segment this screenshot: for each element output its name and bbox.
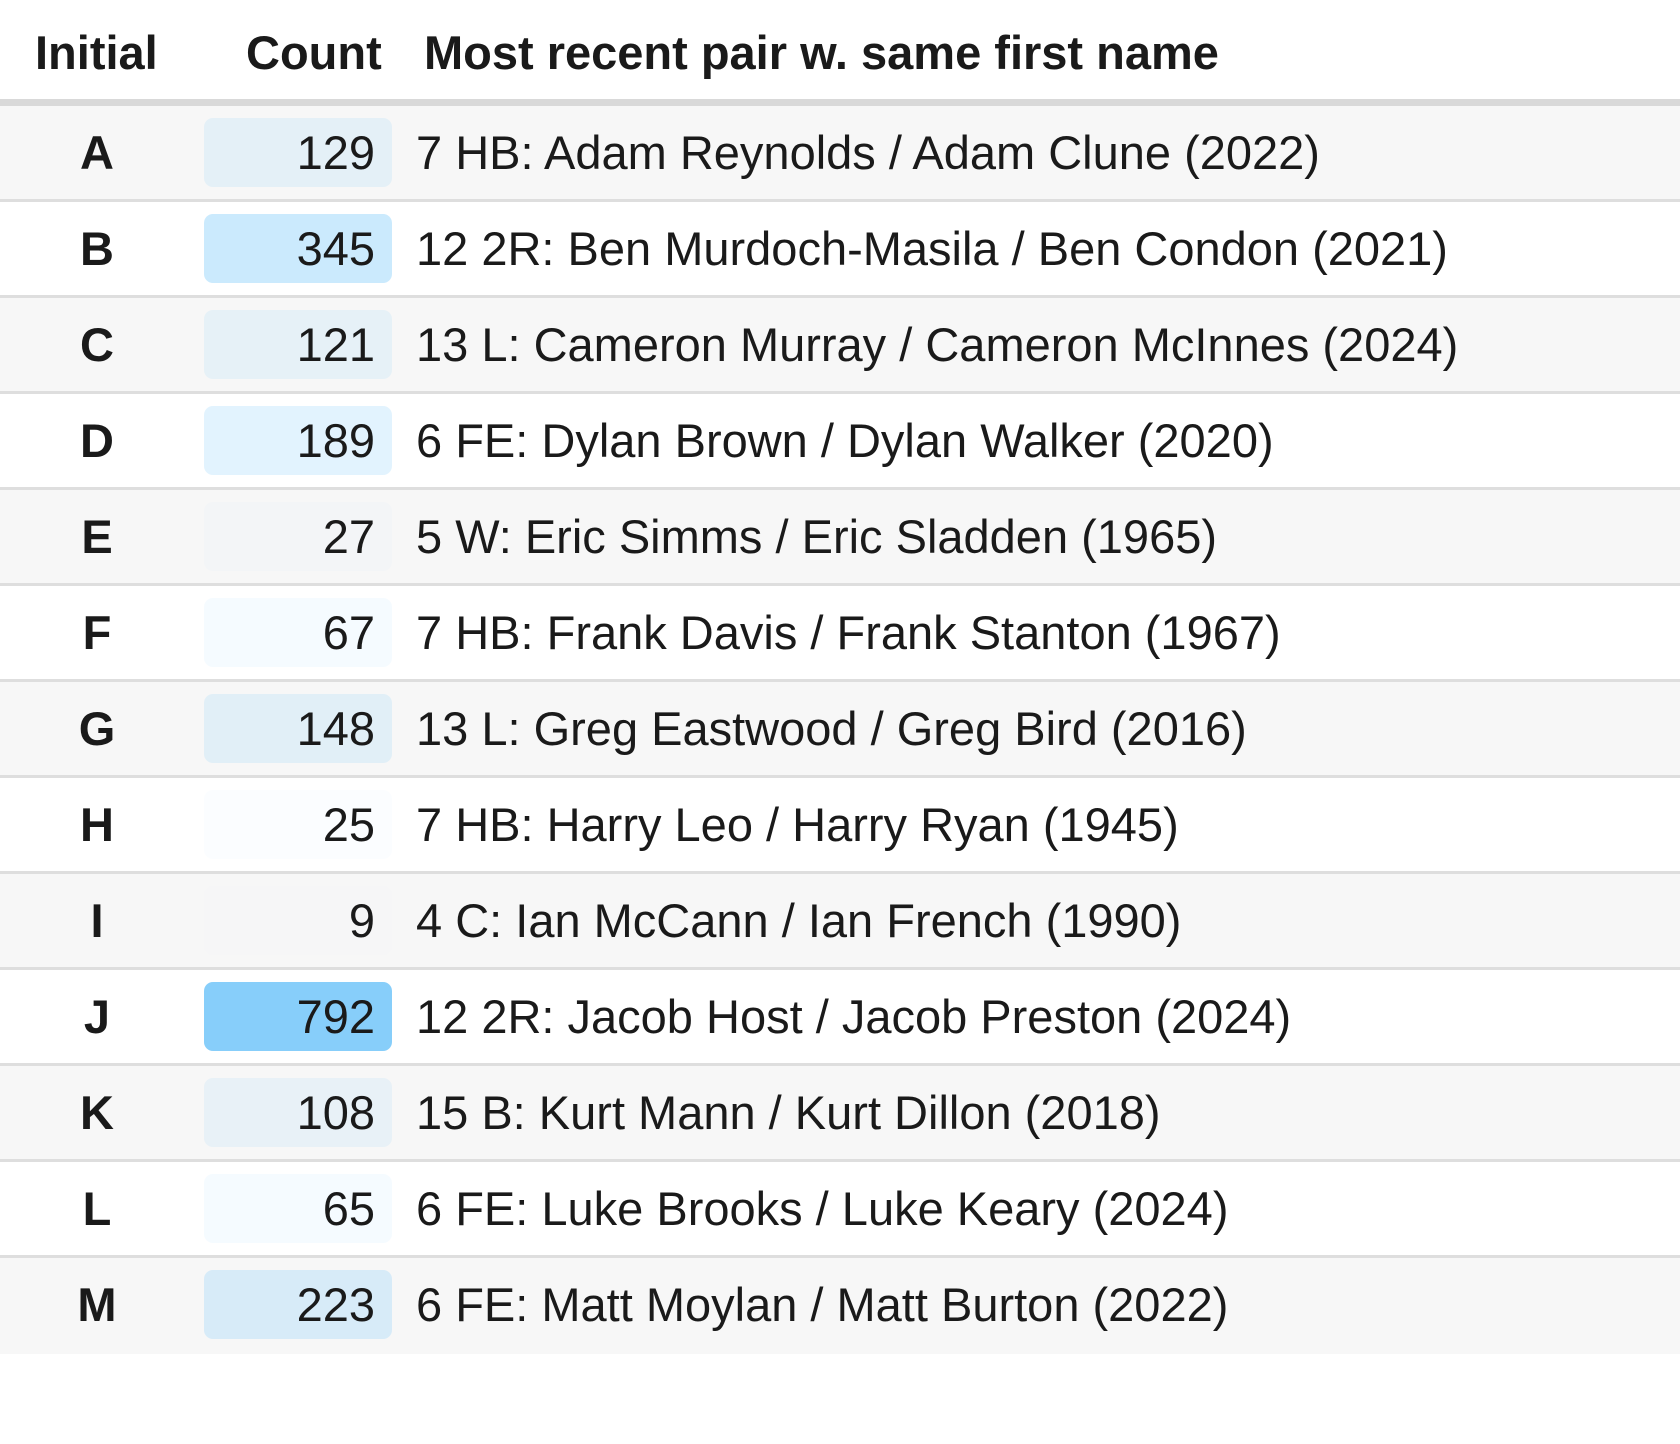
count-cell: 148 (204, 694, 392, 763)
table-row: G 148 13 L: Greg Eastwood / Greg Bird (201… (0, 682, 1680, 778)
count-cell: 345 (204, 214, 392, 283)
header-count[interactable]: Count (246, 26, 382, 79)
pair-cell: 15 B: Kurt Mann / Kurt Dillon (2018) (416, 1086, 1161, 1139)
initial-cell: I (90, 894, 104, 947)
count-cell: 223 (204, 1270, 392, 1339)
pair-cell: 7 HB: Harry Leo / Harry Ryan (1945) (416, 798, 1179, 851)
pair-cell: 5 W: Eric Simms / Eric Sladden (1965) (416, 510, 1217, 563)
pair-cell: 6 FE: Luke Brooks / Luke Keary (2024) (416, 1182, 1229, 1235)
initial-cell: F (82, 606, 112, 659)
table-row: F 67 7 HB: Frank Davis / Frank Stanton (19… (0, 586, 1680, 682)
count-cell: 108 (204, 1078, 392, 1147)
table-row: B 345 12 2R: Ben Murdoch-Masila / Ben Cond… (0, 202, 1680, 298)
pair-cell: 13 L: Greg Eastwood / Greg Bird (2016) (416, 702, 1247, 755)
count-cell: 65 (204, 1174, 392, 1243)
initial-cell: B (80, 222, 114, 275)
count-cell: 792 (204, 982, 392, 1051)
pair-cell: 13 L: Cameron Murray / Cameron McInnes (… (416, 318, 1459, 371)
table-row: C 121 13 L: Cameron Murray / Cameron McInn… (0, 298, 1680, 394)
pair-cell: 4 C: Ian McCann / Ian French (1990) (416, 894, 1182, 947)
count-cell: 25 (204, 790, 392, 859)
table-row: K 108 15 B: Kurt Mann / Kurt Dillon (2018) (0, 1066, 1680, 1162)
count-cell: 9 (348, 894, 375, 947)
table-row: H 25 7 HB: Harry Leo / Harry Ryan (1945) (0, 778, 1680, 874)
initial-cell: D (80, 414, 114, 467)
table-row: E 27 5 W: Eric Simms / Eric Sladden (1965) (0, 490, 1680, 586)
initial-cell: M (77, 1278, 117, 1331)
initial-cell: L (82, 1182, 112, 1235)
count-cell: 129 (204, 118, 392, 187)
table-row: I 9 4 C: Ian McCann / Ian French (1990) (0, 874, 1680, 970)
pair-cell: 12 2R: Jacob Host / Jacob Preston (2024) (416, 990, 1292, 1043)
table-row: M 223 6 FE: Matt Moylan / Matt Burton (202… (0, 1258, 1680, 1354)
initial-cell: K (80, 1086, 114, 1139)
header-initial[interactable]: Initial (35, 26, 158, 79)
initial-cell: C (80, 318, 114, 371)
pair-cell: 7 HB: Frank Davis / Frank Stanton (1967) (416, 606, 1281, 659)
table-row: J 792 12 2R: Jacob Host / Jacob Preston (2… (0, 970, 1680, 1066)
pair-cell: 12 2R: Ben Murdoch-Masila / Ben Condon (… (416, 222, 1448, 275)
table-row: A 129 7 HB: Adam Reynolds / Adam Clune (20… (0, 106, 1680, 202)
count-cell: 67 (204, 598, 392, 667)
pair-cell: 6 FE: Dylan Brown / Dylan Walker (2020) (416, 414, 1274, 467)
table-header: Initial Count Most recent pair w. same f… (0, 0, 1680, 106)
initial-cell: H (80, 798, 114, 851)
count-cell: 189 (204, 406, 392, 475)
count-cell: 121 (204, 310, 392, 379)
initial-cell: E (81, 510, 113, 563)
initials-table: Initial Count Most recent pair w. same f… (0, 0, 1680, 1354)
header-pair[interactable]: Most recent pair w. same first name (424, 26, 1219, 79)
pair-cell: 7 HB: Adam Reynolds / Adam Clune (2022) (416, 126, 1320, 179)
pair-cell: 6 FE: Matt Moylan / Matt Burton (2022) (416, 1278, 1229, 1331)
initial-cell: G (78, 702, 116, 755)
initial-cell: J (83, 990, 111, 1043)
table-row: L 65 6 FE: Luke Brooks / Luke Keary (2024) (0, 1162, 1680, 1258)
count-cell: 27 (204, 502, 392, 571)
table-row: D 189 6 FE: Dylan Brown / Dylan Walker (20… (0, 394, 1680, 490)
table-body: A 129 7 HB: Adam Reynolds / Adam Clune (20… (0, 106, 1680, 1354)
initial-cell: A (80, 126, 114, 179)
